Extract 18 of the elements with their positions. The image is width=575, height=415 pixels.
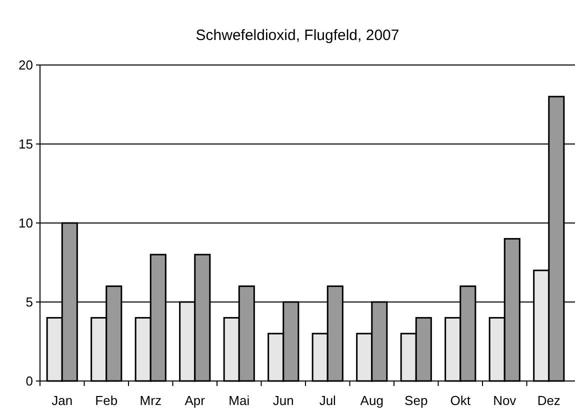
x-tick-label: Jan — [52, 393, 73, 408]
x-tick-label: Okt — [450, 393, 471, 408]
chart-title: Schwefeldioxid, Flugfeld, 2007 — [196, 27, 400, 44]
x-tick-label: Dez — [537, 393, 560, 408]
x-tick-label: Mrz — [140, 393, 162, 408]
x-tick-label: Jul — [319, 393, 336, 408]
y-tick-label: 0 — [26, 374, 33, 389]
y-tick-label: 15 — [18, 136, 33, 152]
x-tick-label: Sep — [404, 393, 428, 408]
y-tick-label: 20 — [18, 58, 33, 73]
x-tick-label: Aug — [360, 393, 384, 408]
x-tick-label: Feb — [95, 393, 118, 408]
x-tick-label: Jun — [272, 393, 294, 408]
x-tick-label: Mai — [228, 393, 250, 408]
x-tick-label: Nov — [493, 393, 517, 408]
x-tick-label: Apr — [184, 393, 206, 408]
y-tick-label: 5 — [26, 294, 33, 310]
y-tick-label: 10 — [18, 216, 33, 231]
